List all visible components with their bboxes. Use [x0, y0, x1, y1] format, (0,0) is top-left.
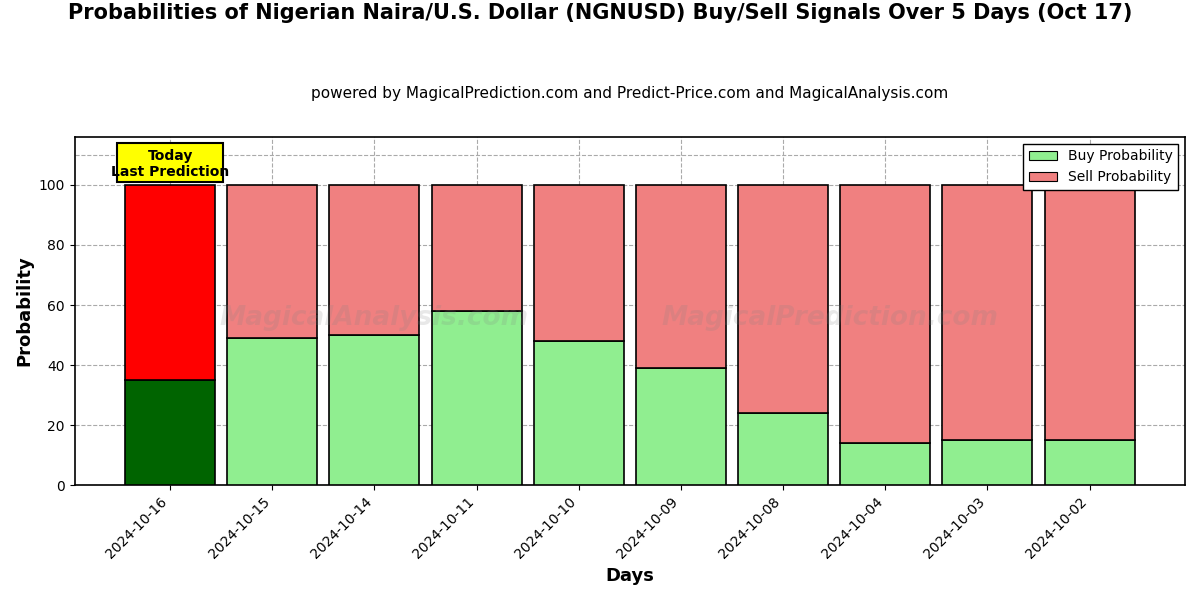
Bar: [227, 185, 317, 338]
Text: MagicalPrediction.com: MagicalPrediction.com: [661, 305, 998, 331]
Bar: [840, 185, 930, 443]
Legend: Buy Probability, Sell Probability: Buy Probability, Sell Probability: [1024, 144, 1178, 190]
Bar: [738, 413, 828, 485]
Bar: [636, 368, 726, 485]
Bar: [330, 335, 419, 485]
Text: MagicalAnalysis.com: MagicalAnalysis.com: [220, 305, 529, 331]
Bar: [942, 185, 1032, 440]
X-axis label: Days: Days: [605, 567, 654, 585]
Bar: [227, 338, 317, 485]
Bar: [738, 185, 828, 413]
Text: Today
Last Prediction: Today Last Prediction: [110, 149, 229, 179]
Bar: [942, 440, 1032, 485]
Bar: [432, 185, 522, 311]
Bar: [534, 185, 624, 341]
Y-axis label: Probability: Probability: [16, 256, 34, 367]
Bar: [840, 443, 930, 485]
Bar: [534, 341, 624, 485]
Title: powered by MagicalPrediction.com and Predict-Price.com and MagicalAnalysis.com: powered by MagicalPrediction.com and Pre…: [311, 86, 948, 101]
Bar: [432, 311, 522, 485]
Bar: [1045, 440, 1134, 485]
Bar: [125, 380, 215, 485]
Bar: [125, 185, 215, 380]
Text: Probabilities of Nigerian Naira/U.S. Dollar (NGNUSD) Buy/Sell Signals Over 5 Day: Probabilities of Nigerian Naira/U.S. Dol…: [68, 3, 1132, 23]
Bar: [636, 185, 726, 368]
Bar: [330, 185, 419, 335]
FancyBboxPatch shape: [116, 143, 223, 182]
Bar: [1045, 185, 1134, 440]
